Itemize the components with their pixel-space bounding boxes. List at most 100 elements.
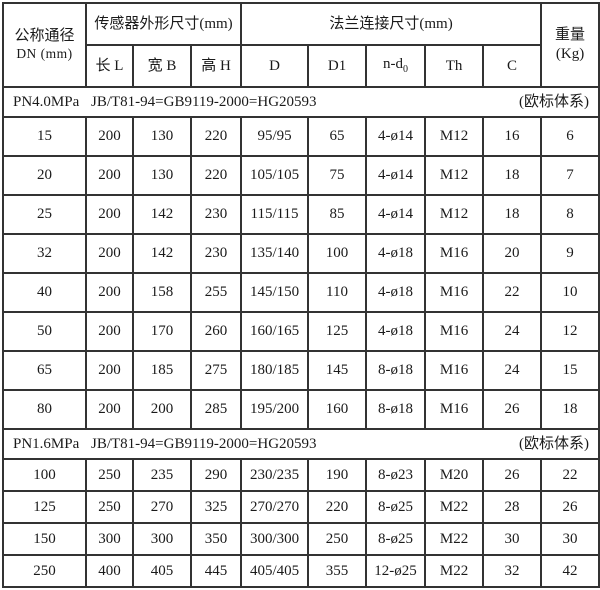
table-cell: 355 xyxy=(307,554,368,588)
table-cell: 20 xyxy=(2,155,87,196)
standard-label: JB/T81-94=GB9119-2000=HG20593 xyxy=(91,435,317,452)
table-cell: M12 xyxy=(424,155,485,196)
table-cell: 65 xyxy=(2,350,87,391)
table-cell: 8-ø18 xyxy=(365,350,427,391)
table-cell: 145 xyxy=(307,350,368,391)
table-cell: 16 xyxy=(482,116,543,157)
table-cell: 4-ø14 xyxy=(365,155,427,196)
table-cell: 75 xyxy=(307,155,368,196)
table-cell: M12 xyxy=(424,194,485,235)
table-cell: M16 xyxy=(424,272,485,313)
table-cell: 200 xyxy=(85,389,134,430)
table-cell: 8-ø25 xyxy=(365,490,427,524)
header-d: D xyxy=(240,44,310,88)
table-cell: 270/270 xyxy=(240,490,310,524)
table-cell: 260 xyxy=(189,311,243,352)
pressure-label: PN1.6MPa xyxy=(13,435,80,452)
system-label: (欧标体系) xyxy=(519,93,590,110)
table-cell: 8 xyxy=(540,194,600,235)
table-cell: 200 xyxy=(85,272,134,313)
table-cell: 30 xyxy=(540,522,600,556)
table-row: 32 200 142 230 135/140 100 4-ø18 M16 20 9 xyxy=(2,233,600,274)
table-cell: 110 xyxy=(307,272,368,313)
table-cell: 255 xyxy=(189,272,243,313)
table-cell: 195/200 xyxy=(240,389,310,430)
table-row: 65 200 185 275 180/185 145 8-ø18 M16 24 15 xyxy=(2,350,600,391)
table-cell: 200 xyxy=(132,389,192,430)
table-cell: 4-ø14 xyxy=(365,116,427,157)
table-cell: 250 xyxy=(85,458,134,492)
section-header-row: PN4.0MPa JB/T81-94=GB9119-2000=HG20593 (欧标… xyxy=(1,86,600,118)
table-cell: 300 xyxy=(85,522,134,556)
table-cell: 290 xyxy=(189,458,243,492)
header-sub-row: 长 L 宽 B 高 H D D1 n-d0 Th C xyxy=(3,44,599,88)
table-cell: 9 xyxy=(540,233,600,274)
header-th: Th xyxy=(424,44,485,88)
table-cell: 200 xyxy=(85,194,134,235)
table-cell: 65 xyxy=(307,116,368,157)
table-cell: 200 xyxy=(85,155,134,196)
table-cell: 200 xyxy=(85,233,134,274)
header-width: 宽 B xyxy=(132,44,192,88)
table-cell: 275 xyxy=(189,350,243,391)
table-cell: 12-ø25 xyxy=(365,554,427,588)
table-cell: 26 xyxy=(482,458,543,492)
table-cell: 80 xyxy=(2,389,87,430)
table-cell: 170 xyxy=(132,311,192,352)
table-row: 125 250 270 325 270/270 220 8-ø25 M22 28 26 xyxy=(2,490,600,524)
table-cell: 50 xyxy=(2,311,87,352)
table-cell: 100 xyxy=(307,233,368,274)
table-cell: 4-ø18 xyxy=(365,311,427,352)
header-length: 长 L xyxy=(85,44,134,88)
header-weight-unit: (Kg) xyxy=(555,46,585,62)
table-cell: 125 xyxy=(2,490,87,524)
table-cell: 200 xyxy=(85,350,134,391)
table-cell: M22 xyxy=(424,522,485,556)
table-cell: 150 xyxy=(2,522,87,556)
table-cell: 158 xyxy=(132,272,192,313)
table-cell: 200 xyxy=(85,116,134,157)
header-sensor-group: 传感器外形尺寸(mm) xyxy=(84,2,243,46)
standard-label: JB/T81-94=GB9119-2000=HG20593 xyxy=(91,93,317,110)
table-cell: 230 xyxy=(189,194,243,235)
header-c: C xyxy=(482,44,543,88)
table-cell: 12 xyxy=(540,311,600,352)
table-cell: 135/140 xyxy=(240,233,310,274)
table-cell: 8-ø25 xyxy=(365,522,427,556)
table-cell: 250 xyxy=(307,522,368,556)
pressure-label: PN4.0MPa xyxy=(13,93,80,110)
table-cell: 4-ø14 xyxy=(365,194,427,235)
section-header-cell: PN4.0MPa JB/T81-94=GB9119-2000=HG20593 (欧标… xyxy=(1,86,600,118)
table-cell: 405 xyxy=(132,554,192,588)
table-cell: 24 xyxy=(482,350,543,391)
header-nd0: n-d0 xyxy=(365,44,427,88)
header-d1: D1 xyxy=(307,44,368,88)
table-cell: 10 xyxy=(540,272,600,313)
table-cell: 40 xyxy=(2,272,87,313)
table-cell: 445 xyxy=(189,554,243,588)
table-cell: 270 xyxy=(132,490,192,524)
table-cell: 250 xyxy=(2,554,87,588)
table-cell: 142 xyxy=(132,194,192,235)
table-cell: 190 xyxy=(307,458,368,492)
table-row: 250 400 405 445 405/405 355 12-ø25 M22 32 42 xyxy=(2,554,600,588)
table-cell: 42 xyxy=(540,554,600,588)
table-cell: 18 xyxy=(482,155,543,196)
table-row: 100 250 235 290 230/235 190 8-ø23 M20 26 22 xyxy=(2,458,600,492)
table-body: PN4.0MPa JB/T81-94=GB9119-2000=HG20593 (欧标… xyxy=(1,86,600,588)
header-weight-cn: 重量 xyxy=(555,27,586,44)
table-cell: 220 xyxy=(307,490,368,524)
header-flange-group: 法兰连接尺寸(mm) xyxy=(240,2,543,46)
table-cell: 95/95 xyxy=(240,116,310,157)
table-cell: 15 xyxy=(2,116,87,157)
table-row: 150 300 300 350 300/300 250 8-ø25 M22 30 30 xyxy=(2,522,600,556)
table-cell: 115/115 xyxy=(240,194,310,235)
table-cell: 32 xyxy=(482,554,543,588)
table-cell: M16 xyxy=(424,311,485,352)
table-cell: 142 xyxy=(132,233,192,274)
table-cell: 220 xyxy=(189,116,243,157)
table-row: 15 200 130 220 95/95 65 4-ø14 M12 16 6 xyxy=(2,116,600,157)
table-cell: 405/405 xyxy=(240,554,310,588)
table-cell: 26 xyxy=(540,490,600,524)
